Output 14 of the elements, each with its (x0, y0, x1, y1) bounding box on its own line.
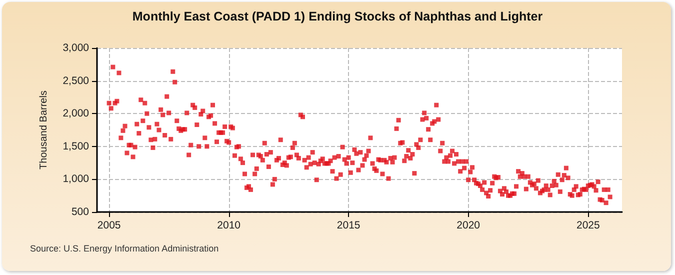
y-tick-label: 2,000 (62, 108, 90, 120)
y-tick-label: 3,000 (62, 42, 90, 54)
x-tick-label: 2020 (456, 220, 480, 232)
chart-title: Monthly East Coast (PADD 1) Ending Stocks of Naphthas and Lighter (132, 10, 543, 24)
x-tick-label: 2015 (336, 220, 360, 232)
x-tick-label: 2010 (217, 220, 241, 232)
y-tick-label: 1,000 (62, 173, 90, 186)
y-axis-title: Thousand Barrels (38, 90, 50, 170)
source-note: Source: U.S. Energy Information Administration (30, 244, 219, 254)
x-tick-label: 2005 (97, 220, 121, 232)
y-tick-label: 1,500 (62, 140, 90, 152)
x-tick-label: 2025 (576, 220, 600, 232)
y-tick-label: 2,500 (62, 74, 90, 87)
y-tick-label: 500 (71, 206, 90, 218)
